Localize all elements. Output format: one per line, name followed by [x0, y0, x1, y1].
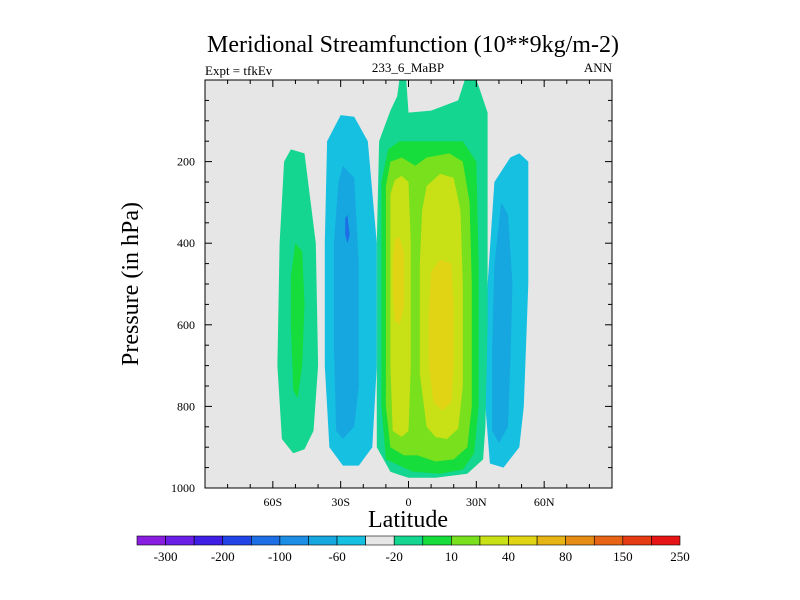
colorbar-swatch [593, 535, 624, 546]
colorbar-swatch [479, 535, 509, 546]
contour-region-6 [492, 202, 513, 444]
colorbar-swatch [536, 535, 566, 546]
colorbar-swatch [222, 535, 252, 546]
axis-ticks: 60S 30S 0 30N 60N 200 400 600 800 1000 [171, 79, 612, 509]
colorbar-label: 250 [670, 549, 690, 564]
colorbar-label: 80 [559, 549, 572, 564]
colorbar-swatch [251, 535, 281, 546]
colorbar-swatch [565, 535, 595, 546]
x-tick-label: 30S [331, 495, 350, 509]
contour-region-1 [333, 165, 359, 439]
colorbar-swatch [651, 535, 681, 546]
colorbar-label: 40 [502, 549, 515, 564]
colorbar-label: 10 [445, 549, 458, 564]
y-tick-label: 800 [177, 399, 195, 413]
colorbar-swatch [136, 535, 166, 546]
x-tick-label: 0 [406, 495, 412, 509]
contour-region-2 [345, 214, 350, 244]
y-tick-label: 400 [177, 236, 195, 250]
colorbar-label: -60 [328, 549, 345, 564]
x-tick-label: 60N [534, 495, 555, 509]
x-tick-label: 60S [263, 495, 282, 509]
season-label: ANN [584, 60, 613, 75]
colorbar-label: 150 [613, 549, 633, 564]
colorbar-swatch [308, 535, 338, 546]
contour-region-13 [428, 259, 454, 411]
colorbar-label: -100 [268, 549, 292, 564]
colorbar-swatch [508, 535, 538, 546]
colorbar-swatch [193, 535, 224, 546]
x-axis-label: Latitude [368, 507, 448, 533]
y-tick-label: 600 [177, 318, 195, 332]
colorbar-swatch [336, 535, 366, 546]
colorbar-swatch [165, 535, 195, 546]
chart-title: Meridional Streamfunction (10**9kg/m-2) [207, 32, 619, 58]
colorbar-label: -200 [211, 549, 235, 564]
colorbar-swatch [451, 535, 481, 546]
contour-region-12 [392, 237, 404, 325]
y-axis-label: Pressure (in hPa) [118, 202, 144, 366]
colorbar-swatch [365, 535, 395, 546]
contour-fill-group [277, 80, 529, 478]
colorbar-label: -20 [386, 549, 403, 564]
case-label: 233_6_MaBP [372, 60, 444, 75]
colorbar-swatch [279, 535, 309, 546]
x-tick-label: 30N [466, 495, 487, 509]
colorbar-swatch [393, 535, 424, 546]
y-tick-label: 1000 [171, 481, 195, 495]
y-tick-label: 200 [177, 155, 195, 169]
colorbar: -300 -200 -100 -60 -20 10 40 80 150 250 [136, 535, 690, 564]
colorbar-label: -300 [154, 549, 178, 564]
contour-region-4 [290, 243, 305, 399]
colorbar-swatch [622, 535, 652, 546]
experiment-label: Expt = tfkEv [205, 63, 273, 78]
colorbar-swatch [422, 535, 452, 546]
